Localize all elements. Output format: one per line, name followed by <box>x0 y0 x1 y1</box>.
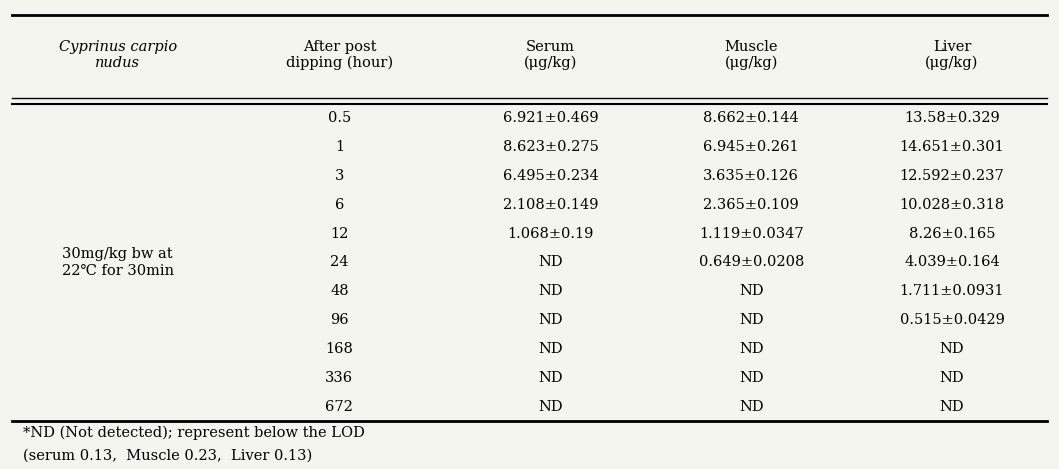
Text: ND: ND <box>739 313 764 327</box>
Text: ND: ND <box>739 400 764 414</box>
Text: 10.028±0.318: 10.028±0.318 <box>899 198 1005 212</box>
Text: 48: 48 <box>330 284 348 298</box>
Text: 8.623±0.275: 8.623±0.275 <box>503 140 598 154</box>
Text: ND: ND <box>538 342 563 356</box>
Text: 672: 672 <box>325 400 354 414</box>
Text: 6.945±0.261: 6.945±0.261 <box>703 140 800 154</box>
Text: ND: ND <box>739 284 764 298</box>
Text: 0.5: 0.5 <box>327 111 351 125</box>
Text: After post
dipping (hour): After post dipping (hour) <box>286 40 393 70</box>
Text: 0.515±0.0429: 0.515±0.0429 <box>899 313 1004 327</box>
Text: Cyprinus carpio
nudus: Cyprinus carpio nudus <box>58 40 177 70</box>
Text: 1: 1 <box>335 140 344 154</box>
Text: 12.592±0.237: 12.592±0.237 <box>899 169 1004 183</box>
Text: 14.651±0.301: 14.651±0.301 <box>899 140 1004 154</box>
Text: 0.649±0.0208: 0.649±0.0208 <box>699 256 804 270</box>
Text: ND: ND <box>939 342 965 356</box>
Text: ND: ND <box>538 371 563 385</box>
Text: 12: 12 <box>330 227 348 241</box>
Text: 30mg/kg bw at
22℃ for 30min: 30mg/kg bw at 22℃ for 30min <box>61 247 174 278</box>
Text: Serum
(μg/kg): Serum (μg/kg) <box>524 40 577 70</box>
Text: ND: ND <box>538 313 563 327</box>
Text: ND: ND <box>939 400 965 414</box>
Text: 3: 3 <box>335 169 344 183</box>
Text: ND: ND <box>538 400 563 414</box>
Text: 8.26±0.165: 8.26±0.165 <box>909 227 995 241</box>
Text: 1.119±0.0347: 1.119±0.0347 <box>699 227 804 241</box>
Text: (serum 0.13,  Muscle 0.23,  Liver 0.13): (serum 0.13, Muscle 0.23, Liver 0.13) <box>22 449 311 463</box>
Text: ND: ND <box>538 284 563 298</box>
Text: 2.365±0.109: 2.365±0.109 <box>703 198 800 212</box>
Text: Muscle
(μg/kg): Muscle (μg/kg) <box>724 40 778 70</box>
Text: ND: ND <box>538 256 563 270</box>
Text: 4.039±0.164: 4.039±0.164 <box>904 256 1000 270</box>
Text: 8.662±0.144: 8.662±0.144 <box>703 111 800 125</box>
Text: 6.495±0.234: 6.495±0.234 <box>503 169 598 183</box>
Text: 2.108±0.149: 2.108±0.149 <box>503 198 598 212</box>
Text: 1.068±0.19: 1.068±0.19 <box>507 227 594 241</box>
Text: 1.711±0.0931: 1.711±0.0931 <box>900 284 1004 298</box>
Text: Liver
(μg/kg): Liver (μg/kg) <box>926 40 979 70</box>
Text: ND: ND <box>739 371 764 385</box>
Text: 96: 96 <box>330 313 348 327</box>
Text: 24: 24 <box>330 256 348 270</box>
Text: ND: ND <box>939 371 965 385</box>
Text: 3.635±0.126: 3.635±0.126 <box>703 169 800 183</box>
Text: 6.921±0.469: 6.921±0.469 <box>503 111 598 125</box>
Text: *ND (Not detected); represent below the LOD: *ND (Not detected); represent below the … <box>22 425 364 440</box>
Text: 336: 336 <box>325 371 354 385</box>
Text: 168: 168 <box>325 342 354 356</box>
Text: ND: ND <box>739 342 764 356</box>
Text: 13.58±0.329: 13.58±0.329 <box>904 111 1000 125</box>
Text: 6: 6 <box>335 198 344 212</box>
